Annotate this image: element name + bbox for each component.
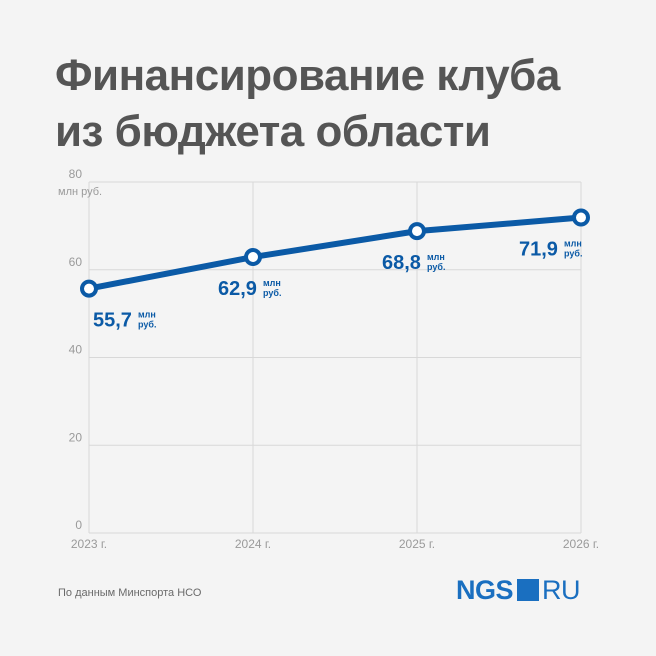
grid-lines bbox=[88, 181, 582, 534]
y-tick-label: 20 bbox=[69, 430, 83, 444]
logo-square-icon bbox=[517, 579, 540, 601]
data-label-value: 55,7 bbox=[93, 310, 132, 332]
x-tick-label: 2026 г. bbox=[563, 537, 599, 551]
data-label-unit-bottom: руб. bbox=[138, 320, 156, 330]
y-axis-ticks: 0 20 40 60 80 млн руб. bbox=[58, 167, 102, 532]
data-point bbox=[244, 248, 262, 267]
y-tick-label: 60 bbox=[69, 255, 83, 269]
data-label-unit-bottom: руб. bbox=[263, 288, 281, 298]
data-label-unit-top: млн bbox=[138, 310, 156, 320]
data-label-value: 62,9 bbox=[218, 278, 257, 300]
data-label-unit-top: млн bbox=[263, 278, 281, 288]
data-label-unit-top: млн bbox=[564, 239, 582, 249]
data-point bbox=[80, 279, 98, 298]
y-tick-label: 0 bbox=[75, 518, 82, 532]
title-line-2: из бюджета области bbox=[55, 107, 491, 156]
data-label-unit-bottom: руб. bbox=[427, 262, 445, 272]
data-point bbox=[572, 208, 590, 227]
source-note: По данным Минспорта НСО bbox=[58, 587, 202, 599]
ngs-logo: NGS RU bbox=[456, 574, 581, 605]
data-label-value: 68,8 bbox=[382, 252, 421, 274]
data-label-unit-top: млн bbox=[427, 252, 445, 262]
data-label-value: 71,9 bbox=[519, 239, 558, 261]
x-tick-label: 2023 г. bbox=[71, 537, 107, 551]
y-tick-label: 40 bbox=[69, 343, 83, 357]
x-tick-label: 2025 г. bbox=[399, 537, 435, 551]
logo-domain: RU bbox=[542, 574, 581, 605]
y-axis-unit: млн руб. bbox=[58, 186, 102, 198]
x-tick-label: 2024 г. bbox=[235, 537, 271, 551]
chart-title: Финансирование клуба из бюджета области bbox=[55, 48, 560, 160]
data-point bbox=[408, 222, 426, 241]
series-line-group bbox=[80, 208, 590, 298]
x-axis-ticks: 2023 г. 2024 г. 2025 г. 2026 г. bbox=[71, 537, 599, 551]
data-label-unit-bottom: руб. bbox=[564, 249, 582, 259]
y-tick-label: 80 bbox=[69, 167, 83, 181]
title-line-1: Финансирование клуба bbox=[55, 51, 560, 100]
series-line bbox=[86, 214, 584, 292]
logo-brand: NGS bbox=[456, 574, 514, 605]
